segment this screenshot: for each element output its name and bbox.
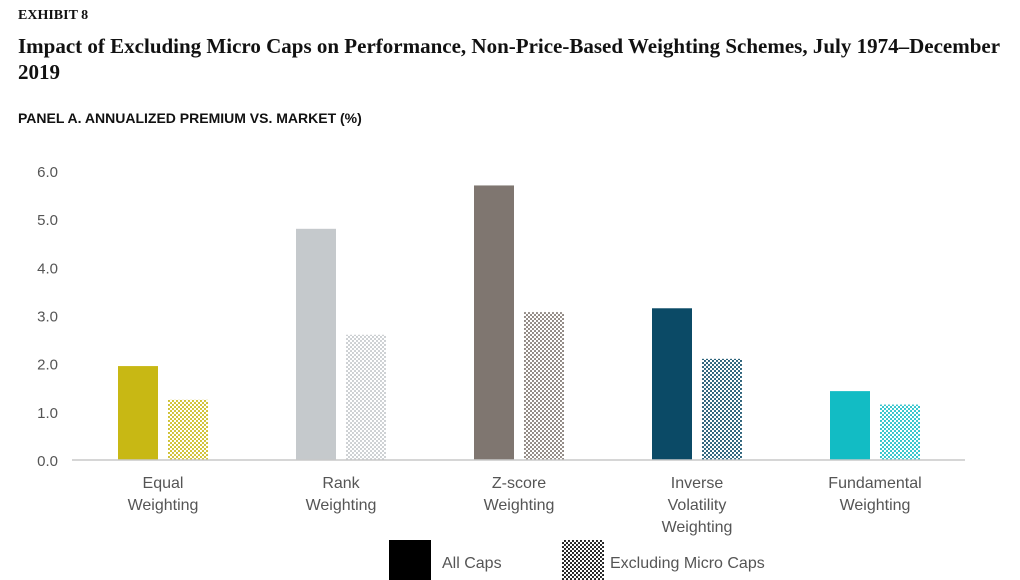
exhibit-label: EXHIBIT 8 xyxy=(18,8,89,23)
legend: All Caps Excluding Micro Caps xyxy=(389,540,765,580)
bar-all-caps xyxy=(474,185,514,460)
bar-all-caps xyxy=(118,366,158,460)
legend-swatch-all-caps xyxy=(389,540,431,580)
y-tick-label: 1.0 xyxy=(37,405,58,422)
legend-swatch-excluding-micro-caps xyxy=(562,540,604,580)
y-tick-label: 5.0 xyxy=(37,212,58,229)
bar-all-caps xyxy=(296,228,336,460)
x-tick-label: Fundamental Weighting xyxy=(828,475,921,514)
legend-label-excluding-micro-caps: Excluding Micro Caps xyxy=(610,555,765,572)
x-tick-label: Rank Weighting xyxy=(306,475,377,514)
chart-title: Impact of Excluding Micro Caps on Perfor… xyxy=(18,34,1000,84)
y-tick-label: 2.0 xyxy=(37,357,58,374)
x-tick-label: Equal Weighting xyxy=(128,475,199,514)
bars xyxy=(118,185,920,460)
y-tick-label: 6.0 xyxy=(37,164,58,181)
y-tick-label: 4.0 xyxy=(37,260,58,277)
bar-excluding-micro-caps xyxy=(524,312,564,460)
bar-all-caps xyxy=(652,308,692,460)
legend-label-all-caps: All Caps xyxy=(442,555,502,572)
bar-excluding-micro-caps xyxy=(168,399,208,460)
panel-title: PANEL A. ANNUALIZED PREMIUM VS. MARKET (… xyxy=(18,110,362,126)
bar-all-caps xyxy=(830,391,870,460)
x-tick-label: Inverse Volatility Weighting xyxy=(662,475,733,536)
x-axis: Equal Weighting Rank Weighting Z-score Weight… xyxy=(72,459,965,536)
y-axis: 0.0 1.0 2.0 3.0 4.0 5.0 6.0 xyxy=(37,164,58,470)
bar-excluding-micro-caps xyxy=(702,358,742,460)
y-tick-label: 0.0 xyxy=(37,453,58,470)
y-tick-label: 3.0 xyxy=(37,309,58,326)
bar-excluding-micro-caps xyxy=(880,404,920,460)
bar-excluding-micro-caps xyxy=(346,334,386,460)
x-tick-label: Z-score Weighting xyxy=(484,475,555,514)
